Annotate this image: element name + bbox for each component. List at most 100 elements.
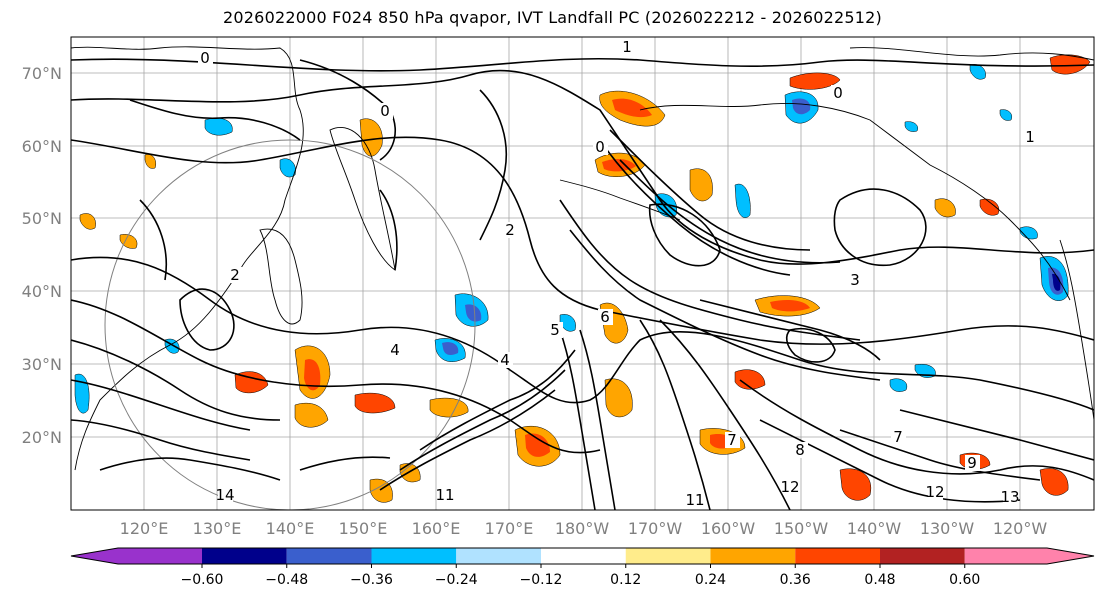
contour-label-bg	[218, 487, 233, 503]
contour-label-bg	[1023, 129, 1038, 145]
coastlines	[71, 46, 1094, 471]
contour-label-bg	[593, 139, 608, 155]
longitude-label: 150°E	[339, 519, 388, 538]
contour-label-bg	[848, 272, 863, 288]
ivt-contour-line	[659, 319, 791, 510]
longitude-label: 160°W	[701, 519, 756, 538]
ivt-contour-line	[579, 329, 616, 510]
anomaly-patch	[789, 72, 841, 90]
ivt-contour-line	[833, 188, 927, 267]
contour-label: 7	[727, 431, 737, 449]
ivt-contour-line	[899, 409, 1094, 461]
colorbar-extend-max	[964, 548, 1094, 564]
contour-label: 0	[200, 49, 210, 67]
ivt-contour-line	[379, 189, 398, 271]
longitude-label: 140°W	[847, 519, 902, 538]
ivt-contour-line	[71, 339, 281, 421]
ivt-contour-line	[179, 288, 235, 351]
ivt-contour-line	[71, 419, 251, 461]
colorbar-swatch	[541, 548, 626, 564]
latitude-label: 40°N	[22, 282, 62, 301]
coastline-asia	[71, 46, 304, 471]
anomaly-patch	[689, 168, 713, 202]
contour-label: 0	[380, 102, 390, 120]
anomaly-patch	[734, 369, 766, 390]
contour-label-bg	[831, 85, 846, 101]
contour-label: 3	[850, 271, 860, 289]
ivt-contour-line	[639, 319, 711, 510]
colorbar-swatch	[456, 548, 541, 564]
anomaly-patch	[79, 213, 96, 230]
contour-label: 11	[435, 486, 454, 504]
anomaly-patch	[612, 98, 652, 118]
ivt-contour-line	[71, 379, 251, 431]
contour-label-bg	[228, 267, 243, 283]
longitude-labels: 120°E 130°E 140°E 150°E 160°E 170°E 180°W 170°W…	[120, 519, 1048, 538]
ivt-contour-line	[129, 99, 301, 141]
anomaly-patch	[1039, 468, 1069, 496]
map-title: 2026022000 F024 850 hPa qvapor, IVT Land…	[223, 8, 882, 27]
ivt-contours	[71, 57, 1094, 510]
ivt-contour-line	[479, 89, 508, 241]
anomaly-patch	[934, 198, 956, 218]
contour-label: 4	[390, 341, 400, 359]
contour-label: 2	[505, 221, 515, 239]
map-frame	[70, 36, 1095, 511]
anomaly-patch	[604, 378, 633, 418]
latitude-label: 30°N	[22, 355, 62, 374]
projection-circle	[104, 139, 476, 510]
colorbar-swatch	[371, 548, 457, 564]
anomaly-patch	[359, 118, 383, 157]
anomaly-patch	[889, 378, 908, 392]
ivt-contour-line	[99, 457, 281, 481]
longitude-label: 180°W	[555, 519, 610, 538]
anomaly-patch	[465, 304, 482, 322]
contour-label-bg	[965, 455, 980, 471]
anomaly-patch	[1019, 226, 1038, 240]
anomaly-patch	[904, 121, 918, 132]
ivt-contour-line	[559, 329, 596, 510]
contour-label-bg	[688, 492, 703, 508]
anomaly-patch	[999, 109, 1012, 121]
colorbar-tick-label: −0.60	[181, 572, 224, 588]
ivt-contour-line	[739, 379, 1094, 481]
latitude-label: 60°N	[22, 137, 62, 156]
contour-label: 14	[215, 486, 234, 504]
longitude-label: 140°E	[266, 519, 315, 538]
ivt-contour-line	[785, 328, 836, 363]
coastline-arctic	[849, 47, 1094, 61]
contour-label: 12	[925, 483, 944, 501]
latitude-labels: 70°N 60°N 50°N 40°N 30°N 20°N	[22, 64, 62, 447]
contour-label: 5	[550, 321, 560, 339]
anomaly-patch	[792, 98, 811, 115]
contour-label: 4	[500, 351, 510, 369]
longitude-label: 130°E	[193, 519, 242, 538]
ivt-contour-line	[619, 159, 841, 264]
colorbar-swatch	[795, 548, 880, 564]
contour-label: 0	[833, 84, 843, 102]
anomaly-patch	[429, 397, 469, 418]
colorbar-swatch	[710, 548, 796, 564]
contour-label: 0	[595, 138, 605, 156]
coastline-northamerica	[1059, 239, 1094, 421]
ivt-contour-line	[71, 57, 1094, 72]
contour-label-bg	[198, 50, 213, 66]
coastline-alaska	[639, 103, 1071, 301]
coastline-aleutians	[559, 179, 681, 221]
contour-label-bg	[378, 103, 393, 119]
contour-label: 9	[967, 454, 977, 472]
anomaly-patch	[770, 300, 810, 312]
anomaly-patch	[279, 158, 296, 178]
ivt-contour-line	[699, 299, 881, 361]
contour-label: 1	[622, 38, 632, 56]
contour-label: 13	[1000, 488, 1019, 506]
colorbar-swatch	[880, 548, 965, 564]
colorbar-swatch	[625, 548, 711, 564]
anomaly-patch	[144, 154, 156, 169]
contour-label-bg	[438, 487, 453, 503]
contour-label-bg	[388, 342, 403, 358]
contour-label-bg	[891, 429, 906, 445]
longitude-label: 160°E	[412, 519, 461, 538]
